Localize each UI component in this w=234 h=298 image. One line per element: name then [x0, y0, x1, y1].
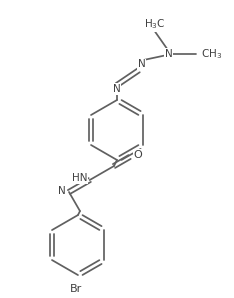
Text: O: O: [134, 150, 142, 160]
Text: Br: Br: [70, 284, 82, 294]
Text: CH$_3$: CH$_3$: [201, 47, 222, 61]
Text: H$_3$C: H$_3$C: [144, 18, 166, 31]
Text: HN: HN: [72, 173, 88, 183]
Text: N: N: [138, 59, 145, 69]
Text: N: N: [165, 49, 173, 59]
Text: N: N: [113, 84, 121, 94]
Text: N: N: [58, 186, 66, 196]
